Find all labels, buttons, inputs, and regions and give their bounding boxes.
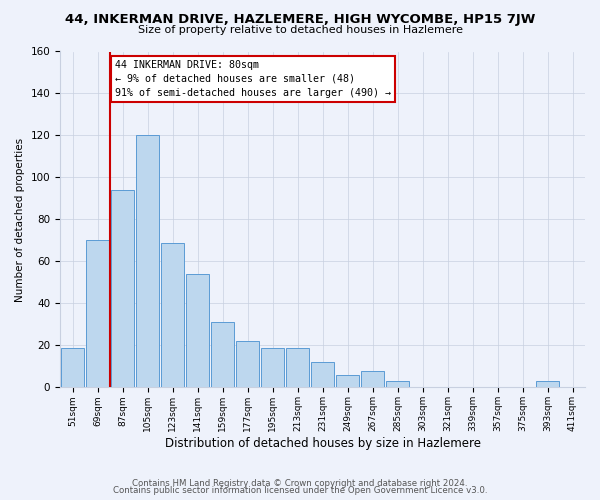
Bar (136, 136, 159, 388)
Bar (186, 274, 209, 388)
Y-axis label: Number of detached properties: Number of detached properties (15, 138, 25, 302)
Bar (236, 341, 259, 388)
Text: Contains public sector information licensed under the Open Government Licence v3: Contains public sector information licen… (113, 486, 487, 495)
Bar (111, 190, 134, 388)
Text: Size of property relative to detached houses in Hazlemere: Size of property relative to detached ho… (137, 25, 463, 35)
Bar (336, 375, 359, 388)
Bar (311, 362, 334, 388)
Bar (86, 240, 109, 388)
Text: 44 INKERMAN DRIVE: 80sqm
← 9% of detached houses are smaller (48)
91% of semi-de: 44 INKERMAN DRIVE: 80sqm ← 9% of detache… (115, 60, 391, 98)
X-axis label: Distribution of detached houses by size in Hazlemere: Distribution of detached houses by size … (164, 437, 481, 450)
Bar (161, 242, 184, 388)
Bar (61, 348, 84, 388)
Bar (386, 381, 409, 388)
Bar (536, 381, 559, 388)
Bar (361, 370, 384, 388)
Text: Contains HM Land Registry data © Crown copyright and database right 2024.: Contains HM Land Registry data © Crown c… (132, 478, 468, 488)
Bar (211, 322, 234, 388)
Text: 44, INKERMAN DRIVE, HAZLEMERE, HIGH WYCOMBE, HP15 7JW: 44, INKERMAN DRIVE, HAZLEMERE, HIGH WYCO… (65, 12, 535, 26)
Bar (261, 348, 284, 388)
Bar (286, 348, 309, 388)
